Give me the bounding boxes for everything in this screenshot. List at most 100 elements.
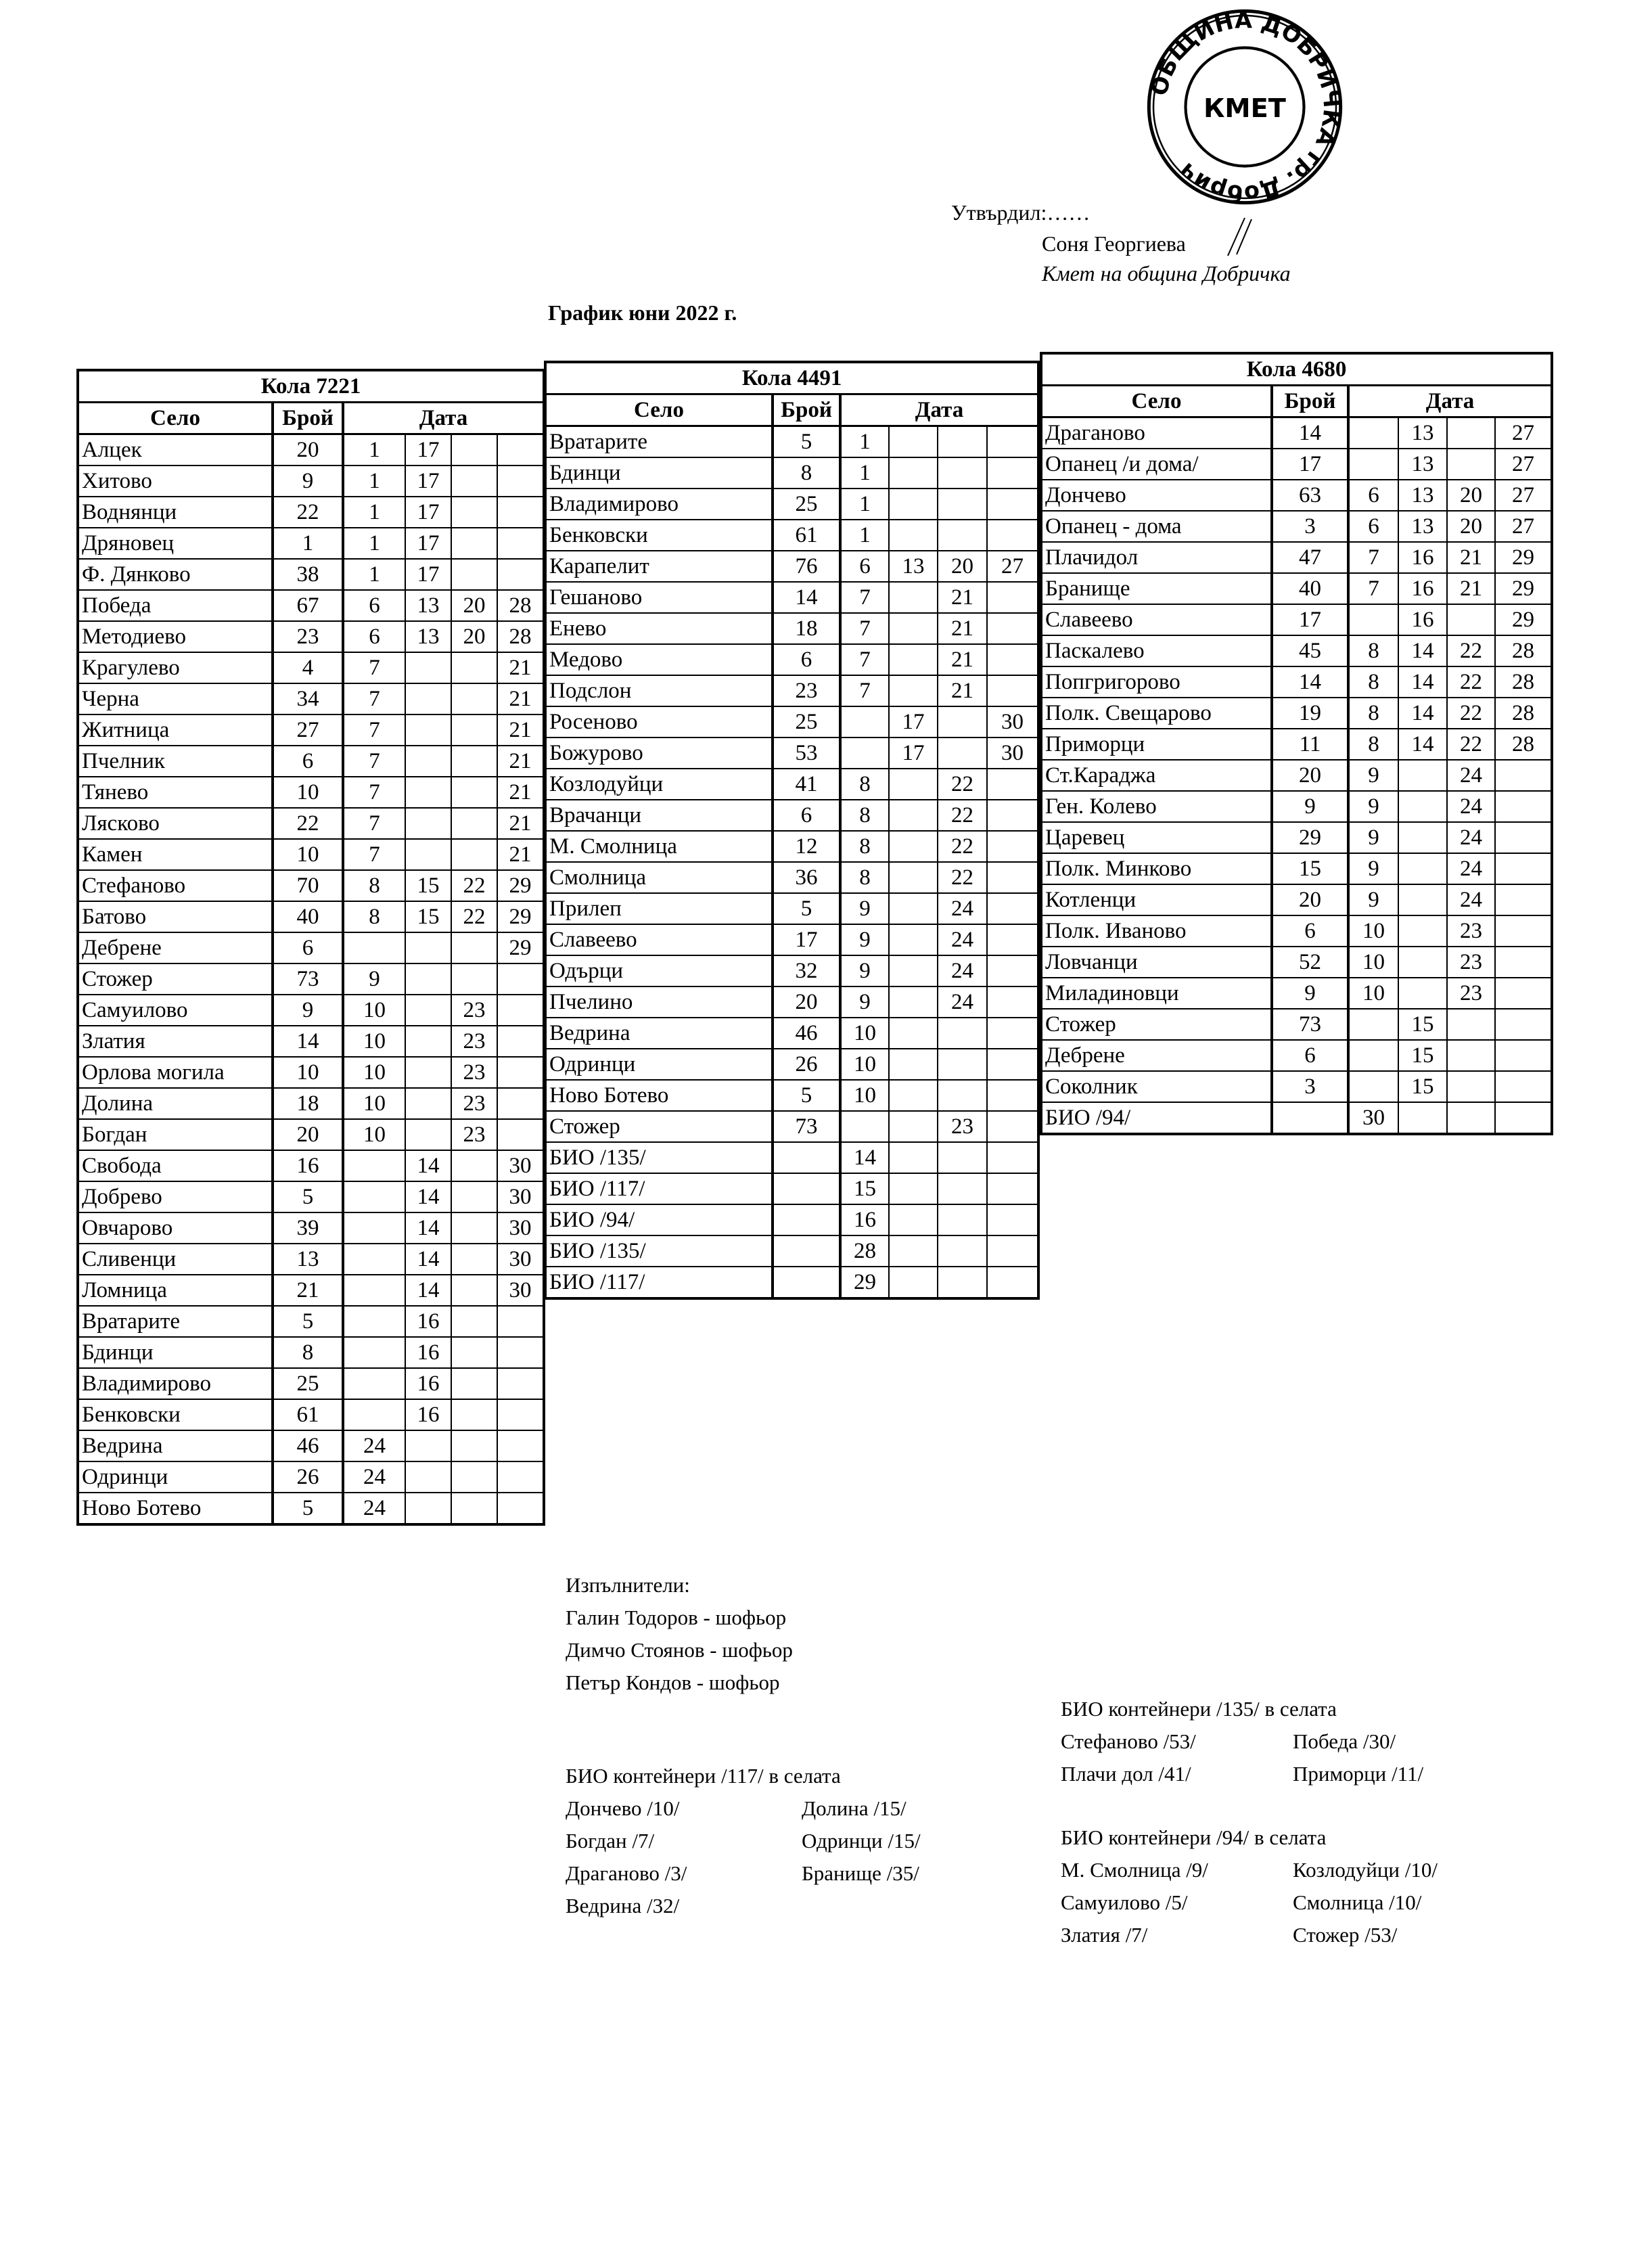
date-cell: 22 (1446, 635, 1496, 667)
table-row: Бдинци 8 16 (77, 1336, 545, 1369)
table-row: Вратарите 5 16 (77, 1305, 545, 1338)
table-row: М. Смолница 12 8 22 (545, 830, 1040, 863)
date-cell (986, 1141, 1040, 1174)
date-cell: 21 (496, 807, 545, 840)
date-cell (451, 652, 498, 684)
count-cell: 13 (272, 1243, 344, 1275)
date-cell (496, 1336, 545, 1369)
village-cell: Ст.Караджа (1040, 759, 1273, 792)
date-cell: 17 (888, 706, 938, 738)
village-cell: Златия (77, 1025, 274, 1058)
date-cell (1398, 1102, 1448, 1135)
table-row: Бранище 40 7 16 21 29 (1040, 572, 1553, 605)
table-row: Соколник 3 15 (1040, 1070, 1553, 1103)
date-cell (342, 1243, 406, 1275)
village-cell: Сливенци (77, 1243, 274, 1275)
village-cell: Драганово (1040, 416, 1273, 449)
date-cell: 14 (1398, 635, 1448, 667)
date-cell (405, 807, 452, 840)
village-cell: БИО /117/ (545, 1266, 774, 1299)
date-cell (888, 924, 938, 956)
table-row: Орлова могила 10 10 23 (77, 1056, 545, 1089)
count-cell: 73 (272, 963, 344, 995)
date-cell (496, 1087, 545, 1120)
date-cell: 20 (937, 550, 988, 583)
table-row: Воднянци 22 1 17 (77, 496, 545, 528)
count-cell: 53 (772, 737, 842, 769)
date-cell (937, 1204, 988, 1236)
count-cell: 46 (772, 1017, 842, 1049)
date-cell: 14 (405, 1150, 452, 1182)
date-cell: 7 (840, 675, 890, 707)
table-row: Овчарово 39 14 30 (77, 1212, 545, 1244)
table-row: Пчелник 6 7 21 (77, 745, 545, 777)
date-cell: 24 (937, 924, 988, 956)
date-cell: 22 (937, 861, 988, 894)
village-cell: Житница (77, 714, 274, 746)
count-cell: 10 (272, 1056, 344, 1089)
col-header-count: Брой (1271, 384, 1350, 418)
count-cell: 76 (772, 550, 842, 583)
date-cell (888, 1141, 938, 1174)
date-cell (937, 488, 988, 520)
table-row: Алцек 20 1 17 (77, 433, 545, 466)
schedule-table-7221: Кола 7221 Село Брой Дата Алцек 20 1 17 Хитово 9 1 1… (76, 369, 546, 1526)
count-cell: 12 (772, 830, 842, 863)
table-row: Ново Ботево 5 10 (545, 1079, 1040, 1112)
count-cell: 23 (772, 675, 842, 707)
count-cell: 40 (272, 901, 344, 933)
table-row: Богдан 20 10 23 (77, 1118, 545, 1151)
date-cell (451, 745, 498, 777)
date-cell: 13 (1398, 448, 1448, 480)
count-cell: 17 (1271, 604, 1350, 636)
count-cell (772, 1173, 842, 1205)
table-row: Бенковски 61 1 (545, 519, 1040, 551)
table-row: Одърци 32 9 24 (545, 955, 1040, 987)
table-row: Опанец /и дома/17 13 27 (1040, 448, 1553, 480)
village-cell: Дончево (1040, 479, 1273, 512)
signature (1227, 217, 1252, 256)
date-cell (451, 1399, 498, 1431)
date-cell: 7 (342, 838, 406, 871)
table-row: Бдинци 8 1 (545, 457, 1040, 489)
table-row: Смолница 36 8 22 (545, 861, 1040, 894)
date-cell: 10 (840, 1079, 890, 1112)
date-cell: 9 (342, 963, 406, 995)
date-cell: 10 (342, 1056, 406, 1089)
date-cell: 16 (405, 1336, 452, 1369)
approval-label: Утвърдил:…… (951, 200, 1091, 225)
village-cell: Пчелино (545, 986, 774, 1018)
date-cell: 10 (1348, 946, 1399, 978)
table-row: Миладиновци 9 10 23 (1040, 977, 1553, 1009)
date-cell: 9 (840, 924, 890, 956)
date-cell: 10 (342, 1118, 406, 1151)
date-cell (888, 1266, 938, 1299)
village-cell: Победа (77, 589, 274, 622)
date-cell (986, 581, 1040, 614)
date-cell (888, 799, 938, 832)
bio-item: Смолница /10/ (1293, 1890, 1422, 1914)
date-cell: 8 (1348, 697, 1399, 729)
date-cell: 14 (1398, 697, 1448, 729)
count-cell: 61 (272, 1399, 344, 1431)
table-row: Самуилово 9 10 23 (77, 994, 545, 1026)
table-row: Карапелит 76 6 13 20 27 (545, 550, 1040, 583)
count-cell: 1 (272, 527, 344, 560)
village-cell: Бенковски (545, 519, 774, 551)
date-cell: 6 (1348, 479, 1399, 512)
date-cell: 15 (1398, 1008, 1448, 1041)
village-cell: Ведрина (545, 1017, 774, 1049)
date-cell (888, 1235, 938, 1267)
date-cell: 28 (1494, 635, 1553, 667)
village-cell: Опанец /и дома/ (1040, 448, 1273, 480)
date-cell (451, 963, 498, 995)
count-cell: 67 (272, 589, 344, 622)
date-cell: 28 (840, 1235, 890, 1267)
table-row: Свобода 16 14 30 (77, 1150, 545, 1182)
date-cell: 27 (1494, 510, 1553, 543)
date-cell (1348, 1070, 1399, 1103)
table-row: БИО /135/28 (545, 1235, 1040, 1267)
count-cell: 8 (272, 1336, 344, 1369)
bio-item: Приморци /11/ (1293, 1762, 1424, 1786)
village-cell: Плачидол (1040, 541, 1273, 574)
